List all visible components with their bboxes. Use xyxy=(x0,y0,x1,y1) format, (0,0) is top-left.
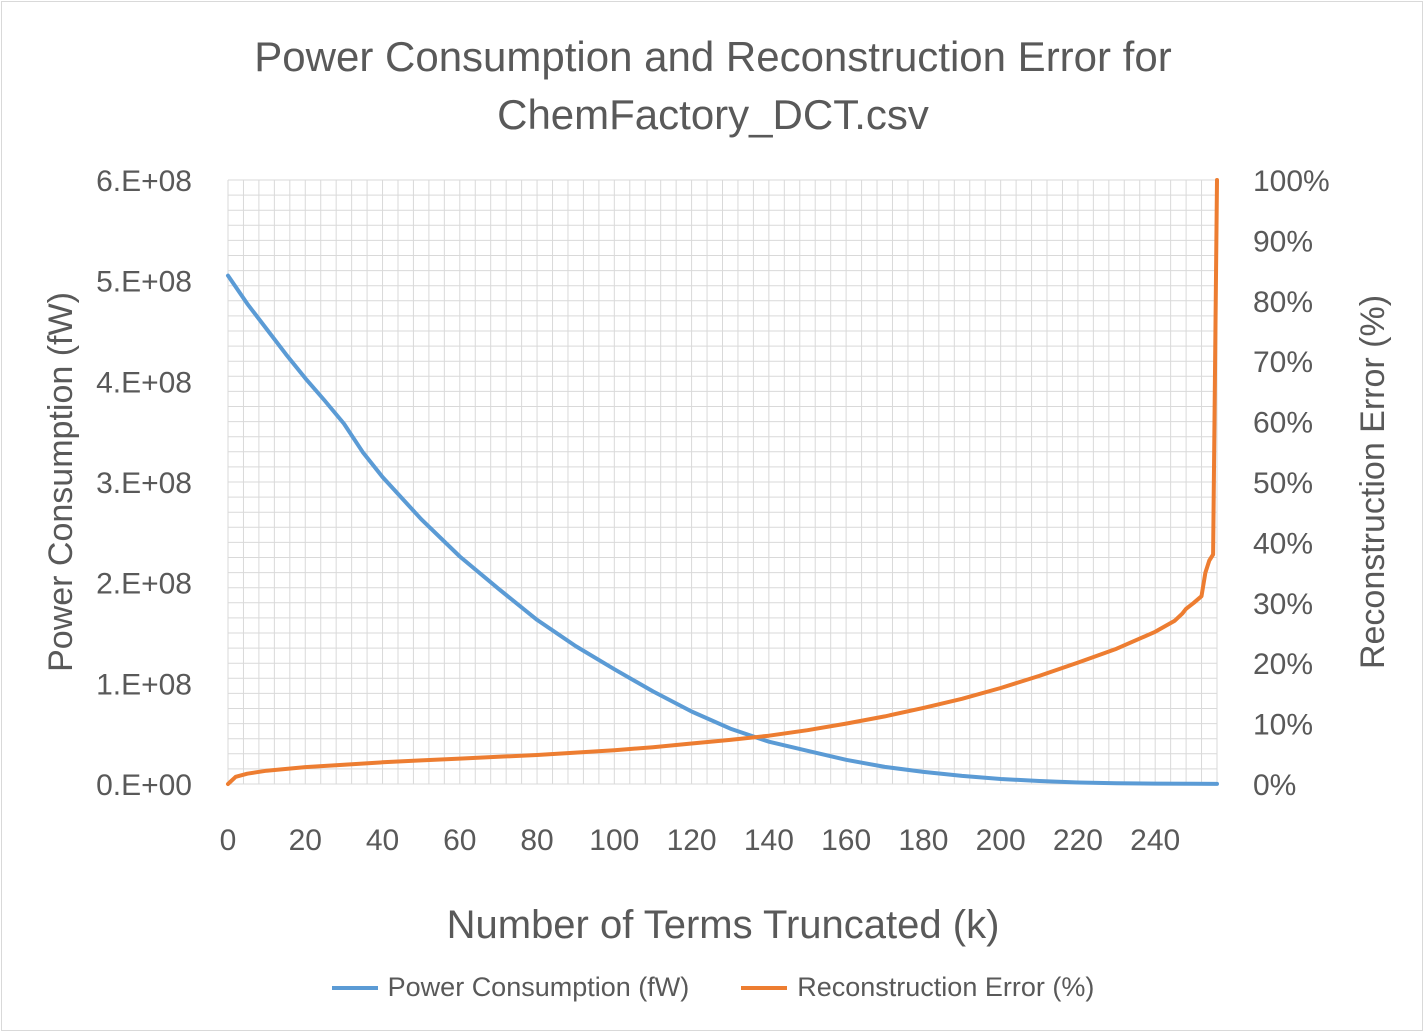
y-left-tick-label: 6.E+08 xyxy=(96,165,192,198)
legend-swatch-power xyxy=(331,985,378,990)
x-tick-label: 40 xyxy=(366,824,399,857)
x-tick-label: 220 xyxy=(1053,824,1103,857)
y-right-tick-label: 20% xyxy=(1253,648,1313,681)
y-right-tick-label: 0% xyxy=(1253,769,1296,802)
x-tick-label: 240 xyxy=(1130,824,1180,857)
y-right-tick-label: 80% xyxy=(1253,286,1313,319)
y-left-tick-label: 3.E+08 xyxy=(96,467,192,500)
x-tick-label: 200 xyxy=(976,824,1026,857)
x-axis-title: Number of Terms Truncated (k) xyxy=(447,903,1000,947)
x-tick-label: 80 xyxy=(520,824,553,857)
x-tick-label: 20 xyxy=(289,824,322,857)
x-tick-label: 140 xyxy=(744,824,794,857)
chart-title-line1: Power Consumption and Reconstruction Err… xyxy=(254,33,1172,80)
legend-label-error: Reconstruction Error (%) xyxy=(797,972,1095,1002)
legend-swatch-error xyxy=(741,985,788,990)
y-right-axis-ticks: 0% 10% 20% 30% 40% 50% 60% 70% 80% 90% 100% xyxy=(1253,165,1330,802)
y-right-axis-title: Reconstruction Error (%) xyxy=(1354,295,1392,669)
x-tick-label: 100 xyxy=(589,824,639,857)
chart-title: Power Consumption and Reconstruction Err… xyxy=(0,28,1426,144)
y-right-tick-label: 50% xyxy=(1253,467,1313,500)
x-tick-label: 0 xyxy=(220,824,237,857)
y-left-tick-label: 5.E+08 xyxy=(96,266,192,299)
grid xyxy=(227,179,1218,785)
legend: Power Consumption (fW) Reconstruction Er… xyxy=(0,972,1426,1003)
y-left-tick-label: 1.E+08 xyxy=(96,668,192,701)
x-tick-label: 160 xyxy=(821,824,871,857)
y-left-tick-label: 2.E+08 xyxy=(96,568,192,601)
y-right-tick-label: 100% xyxy=(1253,165,1330,198)
y-right-tick-label: 60% xyxy=(1253,407,1313,440)
series-line-power-consumption xyxy=(226,273,1219,786)
x-axis-ticks: 0 20 40 60 80 100 120 140 160 180 200 220 240 xyxy=(220,824,1181,857)
y-right-tick-label: 90% xyxy=(1253,225,1313,258)
y-right-tick-label: 10% xyxy=(1253,709,1313,742)
y-left-axis-ticks: 0.E+00 1.E+08 2.E+08 3.E+08 4.E+08 5.E+08 6.E+… xyxy=(96,165,192,802)
legend-label-power: Power Consumption (fW) xyxy=(387,972,690,1002)
chart-title-line2: ChemFactory_DCT.csv xyxy=(497,91,929,138)
legend-item-power: Power Consumption (fW) xyxy=(331,972,690,1003)
y-left-axis-title: Power Consumption (fW) xyxy=(42,292,80,672)
x-tick-label: 180 xyxy=(898,824,948,857)
series-line-reconstruction-error xyxy=(226,178,1219,786)
y-right-tick-label: 70% xyxy=(1253,346,1313,379)
legend-item-error: Reconstruction Error (%) xyxy=(741,972,1094,1003)
x-tick-label: 120 xyxy=(667,824,717,857)
y-left-tick-label: 0.E+00 xyxy=(96,769,192,802)
series-group xyxy=(226,178,1219,786)
x-tick-label: 60 xyxy=(443,824,476,857)
y-right-tick-label: 40% xyxy=(1253,527,1313,560)
y-right-tick-label: 30% xyxy=(1253,588,1313,621)
y-left-tick-label: 4.E+08 xyxy=(96,366,192,399)
